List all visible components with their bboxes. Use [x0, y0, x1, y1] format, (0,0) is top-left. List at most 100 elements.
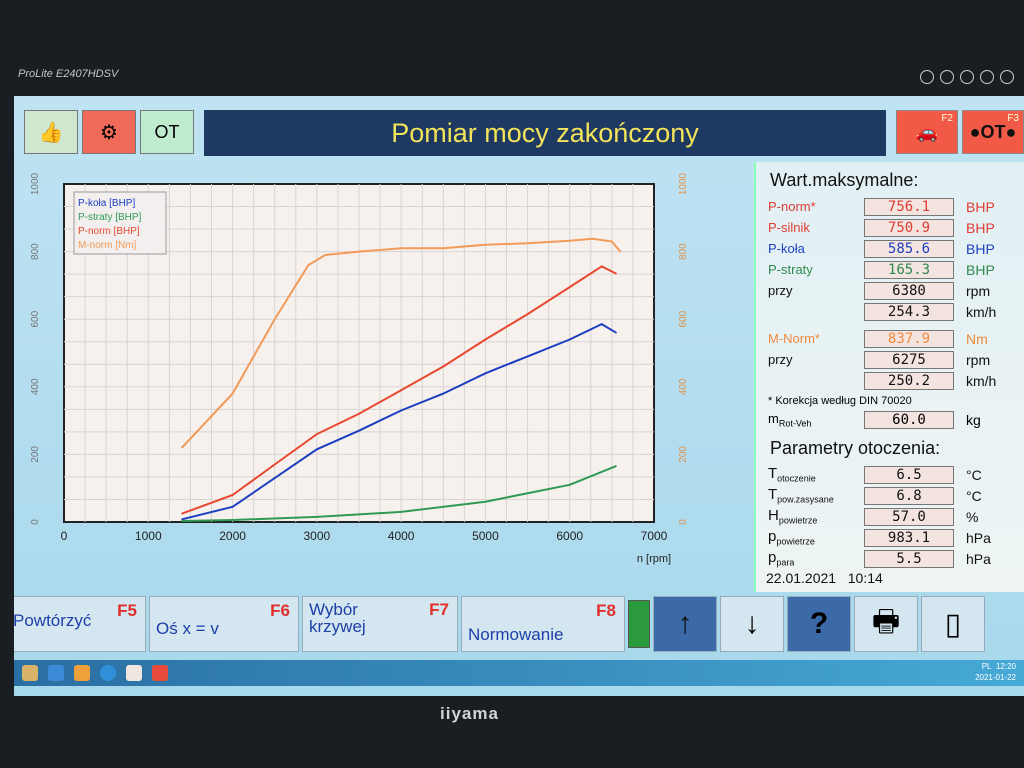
value-row: P-straty 165.3 BHP	[768, 259, 1024, 280]
row-label: ppowietrze	[768, 528, 864, 547]
normalization-button[interactable]: Normowanie F8	[461, 596, 625, 652]
data-point	[611, 240, 613, 243]
button-label: Oś x = v	[156, 619, 219, 638]
data-point	[324, 254, 327, 256]
lang[interactable]: PL	[981, 662, 992, 671]
monitor-model: ProLite E2407HDSV	[18, 68, 119, 80]
correction-note: * Korekcja według DIN 70020	[768, 395, 912, 407]
data-point	[181, 520, 183, 522]
y-right-tick-label: 0	[678, 519, 689, 525]
button-key: F5	[117, 601, 137, 620]
dyno-app-icon[interactable]	[152, 665, 168, 681]
label-text: T	[768, 465, 778, 483]
data-point	[400, 247, 402, 250]
data-point	[619, 250, 622, 253]
x-tick-label: 7000	[641, 529, 668, 543]
row-label: Hpowietrze	[768, 507, 864, 526]
data-point	[484, 338, 487, 341]
arrow-up-icon[interactable]: ↑	[653, 596, 717, 652]
y-left-tick-label: 200	[30, 446, 41, 463]
button-key: F8	[596, 601, 616, 620]
status-indicator	[628, 600, 650, 648]
data-point	[442, 247, 445, 250]
data-point	[400, 409, 402, 412]
value-display: 57.0	[864, 507, 954, 526]
data-point	[316, 516, 318, 518]
label-sub: otoczenie	[777, 473, 816, 484]
f3-button[interactable]: F3 ●OT●	[962, 110, 1024, 154]
mrot-unit: kg	[966, 411, 981, 428]
y-right-tick-label: 1000	[678, 172, 689, 195]
unit: BHP	[966, 219, 995, 236]
value-row: przy 6275 rpm	[768, 349, 1024, 370]
thumbs-up-icon[interactable]: 👍	[24, 110, 78, 154]
data-point	[615, 465, 617, 467]
brand-logo: iiyama	[440, 704, 499, 723]
x-tick-label: 1000	[135, 529, 162, 543]
data-point	[400, 389, 402, 391]
help-icon[interactable]: ?	[787, 596, 851, 652]
value-row: P-norm* 756.1 BHP	[768, 196, 1024, 217]
row-label: przy	[768, 352, 864, 367]
legend-entry: M-norm [Nm]	[78, 240, 137, 251]
unit: rpm	[966, 282, 991, 299]
data-point	[358, 429, 360, 432]
unit: BHP	[966, 261, 995, 278]
taskbar: PL 12:20 2021-01-22	[14, 660, 1024, 686]
label-text: p	[768, 549, 777, 567]
legend-entry: P-straty [BHP]	[78, 212, 142, 223]
mrot-value: 60.0	[864, 410, 954, 429]
axis-button[interactable]: Oś x = v F6	[149, 596, 299, 652]
value-display: 585.6	[864, 239, 954, 258]
curve-select-button[interactable]: Wybór krzywej F7	[302, 596, 458, 652]
row-label: Totoczenie	[768, 465, 864, 484]
f2-key: F2	[941, 113, 953, 124]
engine-icon[interactable]: ⚙	[82, 110, 136, 154]
x-tick-label: 2000	[219, 529, 246, 543]
data-point	[600, 323, 603, 325]
y-right-tick-label: 600	[678, 310, 689, 327]
unit: %	[966, 508, 979, 525]
data-point	[615, 272, 617, 275]
button-key: F7	[429, 600, 449, 619]
exit-icon[interactable]: ▯	[921, 596, 985, 652]
data-point	[484, 372, 487, 375]
x-tick-label: 6000	[556, 529, 583, 543]
edge-icon[interactable]	[100, 665, 116, 681]
env-title: Parametry otoczenia:	[770, 438, 941, 458]
app-icon[interactable]	[126, 665, 142, 681]
value-display: 6.5	[864, 465, 954, 484]
label-sub: powietrze	[778, 515, 818, 526]
data-point	[273, 318, 276, 320]
label-text: P-norm*	[768, 199, 816, 214]
folder-icon[interactable]	[22, 665, 38, 681]
ie-icon[interactable]	[48, 665, 64, 681]
y-left-tick-label: 800	[30, 243, 41, 260]
repeat-button[interactable]: Powtórzyć F5	[14, 596, 146, 652]
data-point	[526, 355, 529, 358]
button-label: Wybór krzywej	[309, 600, 366, 636]
mrot-label: m	[768, 410, 779, 426]
y-right-tick-label: 400	[678, 378, 689, 395]
unit: °C	[966, 487, 982, 504]
y-right-tick-label: 200	[678, 446, 689, 463]
data-point	[181, 512, 183, 515]
value-row: Hpowietrze 57.0%	[768, 506, 1024, 527]
ot-button[interactable]: OT	[140, 110, 194, 154]
f2-button[interactable]: F2 🚗	[896, 110, 958, 154]
data-point	[526, 242, 529, 244]
printer-icon[interactable]: 🖶	[854, 596, 918, 652]
clock-date: 2021-01-22	[975, 673, 1016, 682]
data-point	[568, 239, 571, 242]
value-row: M-Norm* 837.9 Nm	[768, 328, 1024, 349]
data-point	[231, 392, 234, 395]
value-display: 6380	[864, 281, 954, 300]
unit: °C	[966, 466, 982, 483]
datetime: 22.01.2021 10:14	[766, 570, 883, 586]
value-row: 254.3 km/h	[768, 301, 1024, 322]
unit: Nm	[966, 330, 988, 347]
media-icon[interactable]	[74, 665, 90, 681]
data-point	[400, 511, 402, 513]
power-chart: 0 1000 2000 3000 4000 5000 6000 7000 0 200 400 600 8…	[14, 162, 754, 582]
arrow-down-icon[interactable]: ↓	[720, 596, 784, 652]
